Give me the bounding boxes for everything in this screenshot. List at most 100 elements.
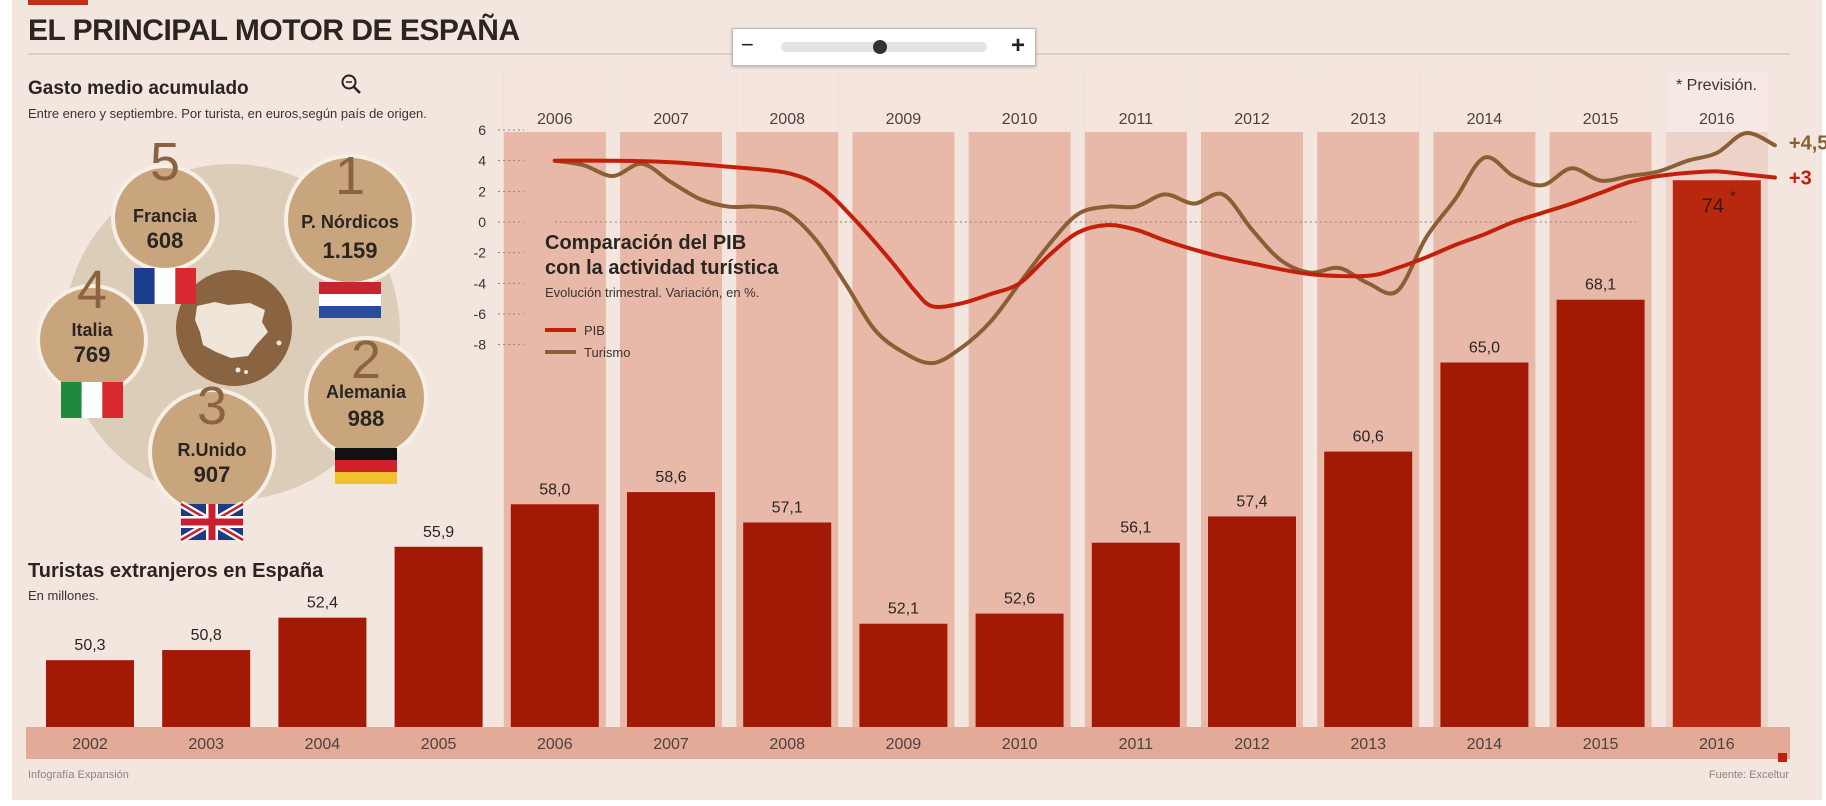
year-band-header-2012 (1201, 72, 1303, 132)
line-year-2013: 2013 (1350, 111, 1386, 128)
bar-value-2002: 50,3 (74, 637, 105, 654)
bar-2002 (46, 660, 134, 727)
bar-2005 (394, 546, 483, 727)
x-label-2004: 2004 (305, 736, 341, 753)
bar-value-2004: 52,4 (307, 595, 338, 612)
bar-2011 (1091, 542, 1180, 727)
bar-value-2009: 52,1 (888, 601, 919, 618)
x-label-2005: 2005 (421, 736, 457, 753)
header-accent (28, 0, 88, 5)
page-title: EL PRINCIPAL MOTOR DE ESPAÑA (28, 13, 520, 47)
x-axis-labels: 2002 2003 2004 2005 2006 2007 2008 2009 2010 2011… (72, 736, 1734, 753)
bar-value-2013: 60,6 (1353, 429, 1384, 446)
bar-value-2010: 52,6 (1004, 591, 1035, 608)
germany-flag-icon (335, 448, 397, 484)
y-tick--6: -6 (474, 306, 487, 322)
bar-value-2008: 57,1 (772, 499, 803, 516)
bar-value-2012: 57,4 (1236, 493, 1267, 510)
bar-value-2014: 65,0 (1469, 340, 1500, 357)
bar-chart-title: Turistas extranjeros en España (28, 560, 324, 582)
bar-value-2005: 55,9 (423, 524, 454, 541)
legend-pib-label: PIB (584, 323, 605, 338)
x-label-2007: 2007 (653, 736, 689, 753)
zoom-slider-handle[interactable] (873, 40, 887, 54)
turismo-line (552, 131, 1777, 366)
bar-chart-subtitle: En millones. (28, 588, 99, 603)
spending-panel: Gasto medio acumulado Entre enero y sept… (28, 78, 428, 544)
line-year-2009: 2009 (886, 111, 922, 128)
bar-2016 (1672, 180, 1761, 727)
x-label-2013: 2013 (1350, 736, 1386, 753)
year-band-header-2015 (1549, 72, 1652, 132)
bars-group (46, 180, 1761, 727)
line-year-2012: 2012 (1234, 111, 1270, 128)
country-name: P. Nórdicos (301, 212, 399, 232)
pib-end-label: +3 (1789, 168, 1812, 190)
x-label-2015: 2015 (1583, 736, 1619, 753)
netherlands-flag-icon (319, 282, 381, 318)
forecast-asterisk: * (1730, 187, 1736, 203)
country-value: 988 (348, 406, 385, 431)
bar-2009 (859, 623, 948, 727)
line-year-2015: 2015 (1583, 111, 1619, 128)
zoom-out-button[interactable]: − (741, 32, 754, 57)
year-band-header-2010 (968, 72, 1071, 132)
zoom-control: − + (732, 28, 1036, 66)
year-band-header-2011 (1084, 72, 1187, 132)
y-tick-2: 2 (478, 183, 486, 199)
magnifier-icon[interactable] (340, 73, 362, 95)
x-label-2012: 2012 (1234, 736, 1270, 753)
bar-2006 (510, 504, 599, 727)
spending-title: Gasto medio acumulado (28, 78, 249, 99)
x-label-2010: 2010 (1002, 736, 1038, 753)
line-year-2008: 2008 (769, 111, 805, 128)
country-name: Alemania (326, 382, 407, 402)
y-tick--2: -2 (474, 245, 487, 261)
year-band-header-2013 (1317, 72, 1420, 132)
year-band-header-2006 (503, 72, 606, 132)
country-rank: 1 (335, 146, 365, 206)
bar-2014 (1440, 362, 1529, 727)
x-label-2006: 2006 (537, 736, 573, 753)
bar-value-2011: 56,1 (1120, 520, 1151, 537)
x-label-2008: 2008 (769, 736, 805, 753)
year-band-header-2007 (620, 72, 722, 132)
spending-subtitle: Entre enero y septiembre. Por turista, e… (28, 106, 427, 121)
italy-flag-icon (61, 382, 123, 418)
country-rank: 4 (77, 260, 107, 320)
year-band-header-2014 (1433, 72, 1536, 132)
footer-marker (1778, 753, 1787, 762)
x-label-2011: 2011 (1119, 736, 1154, 753)
y-tick--4: -4 (474, 275, 487, 291)
bar-2013 (1324, 451, 1413, 727)
bar-value-2015: 68,1 (1585, 277, 1616, 294)
line-chart: 2006 2007 2008 2009 2010 2011 2012 2013 2014 2015… (474, 77, 1826, 366)
bar-value-2016: 74 (1702, 195, 1724, 217)
year-band-header-2016 (1665, 72, 1768, 132)
y-tick-6: 6 (478, 122, 486, 138)
credit-right: Fuente: Exceltur (1709, 769, 1789, 781)
bar-2012 (1208, 516, 1296, 727)
country-name: Italia (71, 320, 113, 340)
country-rank: 5 (150, 132, 180, 192)
x-label-2002: 2002 (72, 736, 108, 753)
zoom-in-button[interactable]: + (1010, 32, 1025, 59)
line-chart-year-labels: 2006 2007 2008 2009 2010 2011 2012 2013 2014 2015… (537, 111, 1735, 128)
bar-value-2007: 58,6 (655, 469, 686, 486)
turismo-end-label: +4,5 (1789, 132, 1826, 154)
bar-2004 (278, 617, 367, 727)
country-value: 907 (194, 462, 231, 487)
year-band-2009 (852, 72, 955, 727)
forecast-note: * Previsión. (1676, 77, 1757, 94)
line-chart-y-ticks: 6 4 2 0 -2 -4 -6 -8 (474, 122, 524, 353)
line-chart-subtitle: Evolución trimestral. Variación, en %. (545, 285, 759, 300)
country-value: 1.159 (322, 238, 377, 263)
france-flag-icon (134, 268, 196, 304)
country-name: Francia (133, 206, 198, 226)
